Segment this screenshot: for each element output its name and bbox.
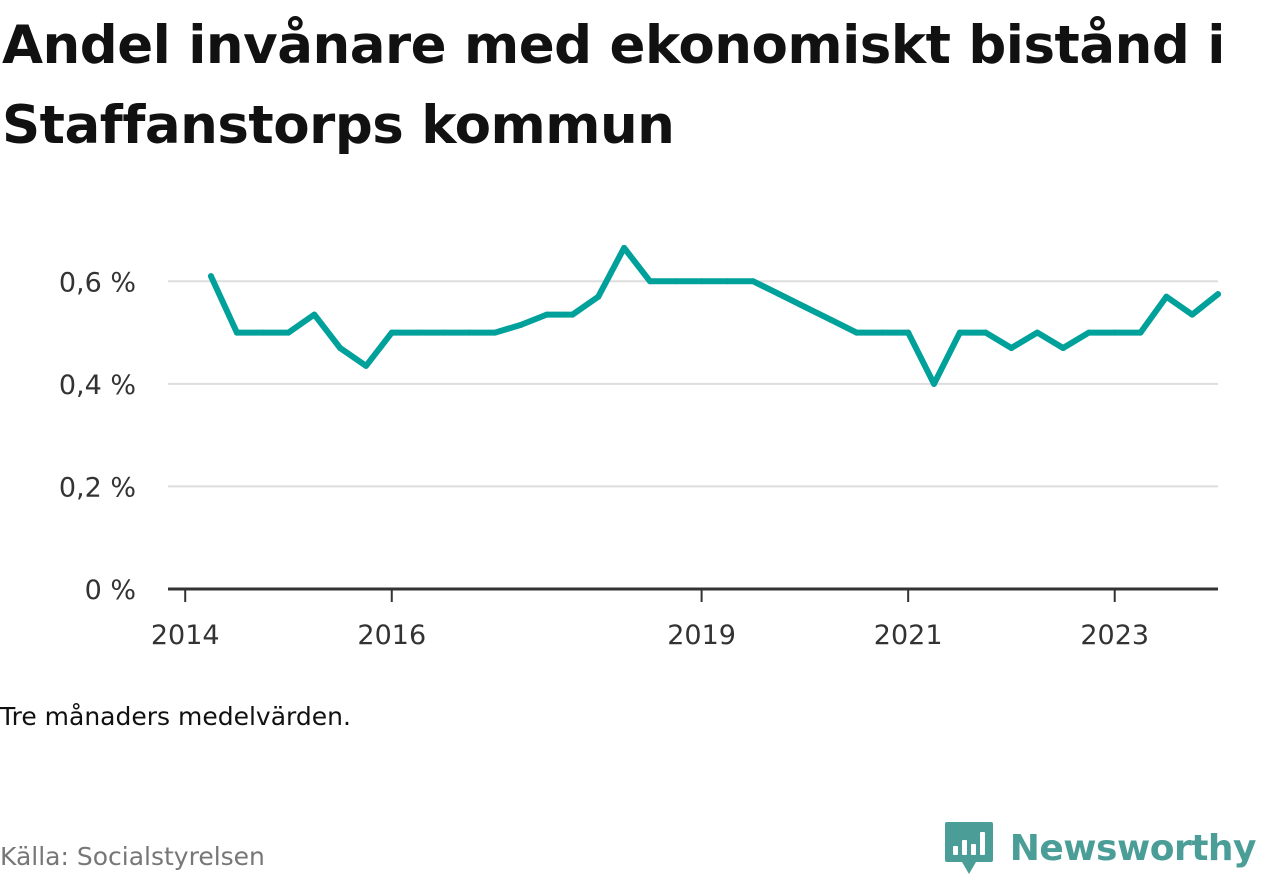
- data-point: [208, 273, 215, 280]
- data-point: [414, 329, 421, 336]
- series-line: [208, 244, 1221, 387]
- x-tick-label: 2021: [874, 620, 943, 651]
- chart-title: Andel invånare med ekonomiskt bistånd i …: [2, 15, 1225, 156]
- x-tick-label: 2019: [667, 620, 736, 651]
- data-point: [905, 329, 912, 336]
- data-point: [595, 293, 602, 300]
- chart-note: Tre månaders medelvärden.: [0, 702, 351, 731]
- source-credit: Källa: Socialstyrelsen: [0, 842, 265, 871]
- data-point: [388, 329, 395, 336]
- data-point: [672, 278, 679, 285]
- data-point: [1163, 293, 1170, 300]
- data-point: [801, 303, 808, 310]
- data-point: [569, 311, 576, 318]
- data-point: [1008, 344, 1015, 351]
- data-point: [853, 329, 860, 336]
- data-point: [1111, 329, 1118, 336]
- data-point: [466, 329, 473, 336]
- x-tick-label: 2016: [357, 620, 426, 651]
- data-point: [285, 329, 292, 336]
- data-point: [1034, 329, 1041, 336]
- y-tick-label: 0,4 %: [59, 370, 136, 401]
- data-point: [1085, 329, 1092, 336]
- x-tick-label: 2014: [151, 620, 220, 651]
- data-point: [311, 311, 318, 318]
- series-line-group: [208, 244, 1221, 387]
- data-point: [750, 278, 757, 285]
- data-point: [698, 278, 705, 285]
- brand-name: Newsworthy: [1009, 827, 1257, 869]
- data-point: [879, 329, 886, 336]
- data-point: [362, 362, 369, 369]
- data-point: [827, 316, 834, 323]
- data-point: [1215, 291, 1221, 298]
- data-point: [259, 329, 266, 336]
- data-point: [337, 344, 344, 351]
- data-point: [621, 244, 628, 251]
- data-point: [724, 278, 731, 285]
- data-point: [982, 329, 989, 336]
- data-point: [543, 311, 550, 318]
- y-gridlines: [168, 280, 1218, 488]
- data-point: [646, 278, 653, 285]
- data-point: [930, 380, 937, 387]
- y-tick-label: 0 %: [85, 575, 136, 606]
- data-point: [517, 321, 524, 328]
- y-tick-label: 0,2 %: [59, 472, 136, 503]
- data-point: [440, 329, 447, 336]
- data-point: [233, 329, 240, 336]
- data-point: [1137, 329, 1144, 336]
- data-point: [956, 329, 963, 336]
- x-tick-label: 2023: [1080, 620, 1149, 651]
- y-tick-label: 0,6 %: [59, 267, 136, 298]
- data-point: [776, 291, 783, 298]
- newsworthy-logo-icon: [944, 822, 993, 874]
- data-point: [492, 329, 499, 336]
- data-point: [1060, 344, 1067, 351]
- x-axis: 2014 2016 2019 2021 2023: [151, 587, 1218, 651]
- data-point: [1189, 311, 1196, 318]
- y-axis-labels: 0 % 0,2 % 0,4 % 0,6 %: [59, 267, 136, 606]
- newsworthy-brand: Newsworthy: [944, 820, 1257, 876]
